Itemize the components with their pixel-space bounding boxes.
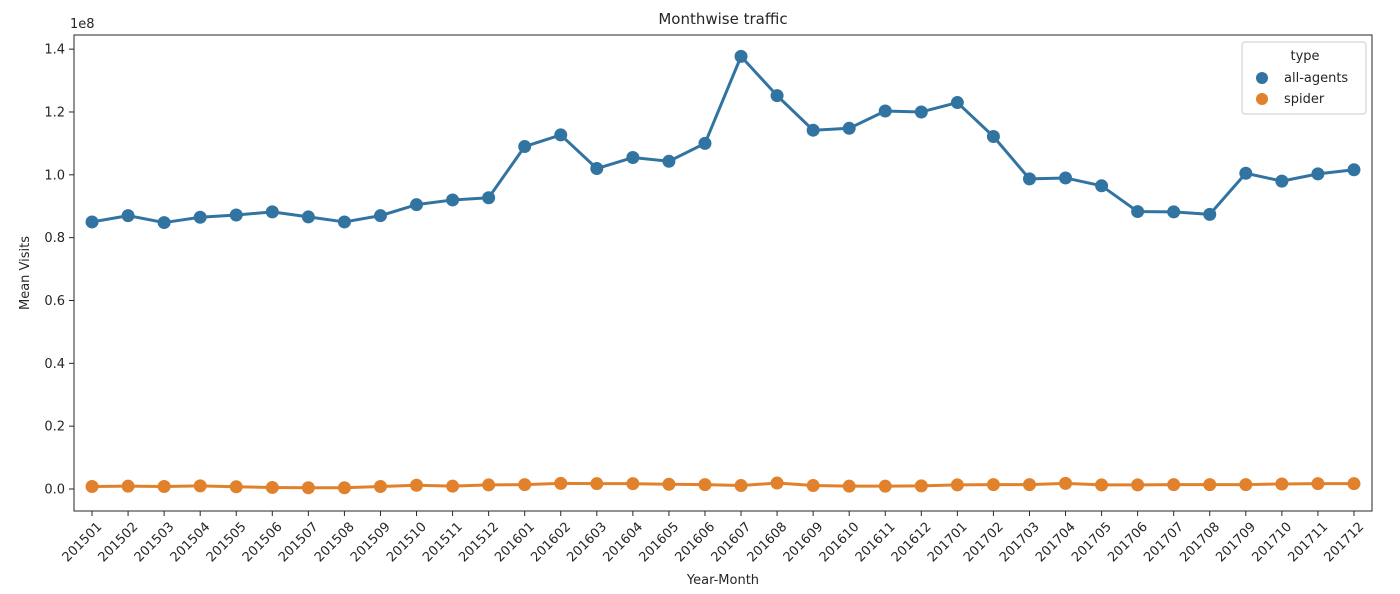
data-point-spider <box>518 478 532 492</box>
data-point-spider <box>1131 478 1145 492</box>
data-point-spider <box>662 477 676 491</box>
data-point-all-agents <box>446 193 460 207</box>
data-point-spider <box>698 478 712 492</box>
data-point-all-agents <box>770 89 784 103</box>
data-point-spider <box>193 479 207 493</box>
data-point-spider <box>446 479 460 493</box>
series-all-agents <box>85 49 1361 230</box>
plot-frame <box>73 34 1373 512</box>
data-point-spider <box>373 479 387 493</box>
data-point-all-agents <box>1275 174 1289 188</box>
data-point-spider <box>986 478 1000 492</box>
data-point-all-agents <box>1059 171 1073 185</box>
data-point-all-agents <box>193 210 207 224</box>
data-point-spider <box>878 479 892 493</box>
plot-series <box>85 49 1361 495</box>
data-point-spider <box>1095 478 1109 492</box>
y-scale-label: 1e8 <box>70 17 95 32</box>
data-point-spider <box>626 477 640 491</box>
data-point-spider <box>337 481 351 495</box>
y-tick-label: 1.4 <box>44 43 65 58</box>
data-point-spider <box>842 479 856 493</box>
y-tick-label: 1.2 <box>44 105 65 120</box>
data-point-all-agents <box>734 49 748 63</box>
data-point-all-agents <box>950 96 964 110</box>
data-point-spider <box>157 479 171 493</box>
data-point-spider <box>1022 478 1036 492</box>
data-point-spider <box>1311 477 1325 491</box>
data-point-spider <box>950 478 964 492</box>
data-point-all-agents <box>806 123 820 137</box>
data-point-spider <box>410 478 424 492</box>
y-tick-label: 0.2 <box>44 420 65 435</box>
y-tick-label: 0.0 <box>44 483 65 498</box>
y-tick-label: 1.0 <box>44 168 65 183</box>
data-point-spider <box>770 476 784 490</box>
data-point-spider <box>1239 478 1253 492</box>
legend-box <box>1241 41 1367 115</box>
data-point-spider <box>1275 477 1289 491</box>
data-point-all-agents <box>698 136 712 150</box>
data-point-spider <box>1167 478 1181 492</box>
data-point-all-agents <box>121 209 135 223</box>
data-point-all-agents <box>1095 179 1109 193</box>
legend-marker-spider <box>1256 93 1268 105</box>
data-point-spider <box>1347 477 1361 491</box>
data-point-all-agents <box>986 129 1000 143</box>
legend-title: type <box>1290 49 1319 64</box>
x-axis-label: Year-Month <box>686 573 759 588</box>
data-point-all-agents <box>518 140 532 154</box>
data-point-all-agents <box>554 128 568 142</box>
data-point-all-agents <box>410 198 424 212</box>
data-point-spider <box>554 476 568 490</box>
data-point-spider <box>85 479 99 493</box>
data-point-all-agents <box>1239 166 1253 180</box>
chart-title: Monthwise traffic <box>658 10 787 28</box>
data-point-all-agents <box>337 215 351 229</box>
y-tick-label: 0.8 <box>44 231 65 246</box>
data-point-spider <box>301 481 315 495</box>
data-point-all-agents <box>842 121 856 135</box>
legend: type all-agents spider <box>1241 41 1367 115</box>
data-point-spider <box>482 478 496 492</box>
data-point-spider <box>229 480 243 494</box>
data-point-all-agents <box>373 209 387 223</box>
data-point-all-agents <box>590 162 604 176</box>
y-tick-label: 0.6 <box>44 294 65 309</box>
data-point-spider <box>1059 476 1073 490</box>
data-point-all-agents <box>662 154 676 168</box>
data-point-all-agents <box>265 205 279 219</box>
data-point-all-agents <box>1311 167 1325 181</box>
data-point-all-agents <box>626 151 640 165</box>
data-point-spider <box>590 477 604 491</box>
data-point-all-agents <box>914 105 928 119</box>
data-point-all-agents <box>1167 205 1181 219</box>
data-point-spider <box>914 479 928 493</box>
data-point-all-agents <box>301 210 315 224</box>
data-point-all-agents <box>157 216 171 230</box>
data-point-all-agents <box>482 191 496 205</box>
data-point-spider <box>1203 478 1217 492</box>
y-axis: 0.0 0.2 0.4 0.6 0.8 1.0 1.2 1.4 <box>44 43 74 498</box>
series-spider <box>85 476 1361 495</box>
data-point-all-agents <box>1203 207 1217 221</box>
data-point-all-agents <box>878 104 892 118</box>
data-point-all-agents <box>85 215 99 229</box>
legend-marker-all-agents <box>1256 72 1268 84</box>
legend-label-all-agents: all-agents <box>1284 71 1348 86</box>
data-point-spider <box>806 479 820 493</box>
data-point-spider <box>121 479 135 493</box>
data-point-all-agents <box>1347 163 1361 177</box>
data-point-spider <box>265 480 279 494</box>
data-point-spider <box>734 479 748 493</box>
data-point-all-agents <box>229 208 243 222</box>
data-point-all-agents <box>1131 205 1145 219</box>
y-tick-label: 0.4 <box>44 357 65 372</box>
data-point-all-agents <box>1022 172 1036 186</box>
y-axis-label: Mean Visits <box>18 236 33 310</box>
legend-label-spider: spider <box>1284 92 1325 107</box>
